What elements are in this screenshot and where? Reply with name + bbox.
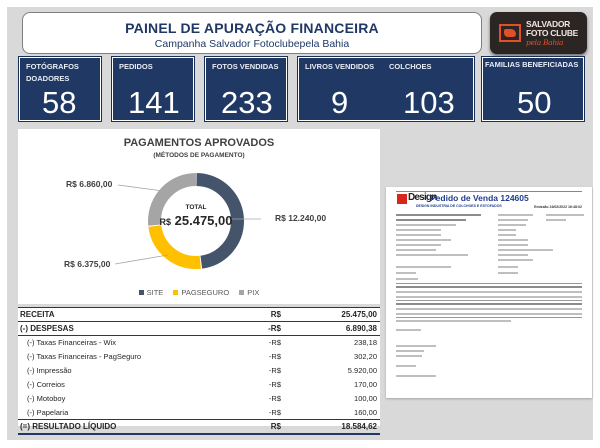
table-row-resultado: (=) RESULTADO LÍQUIDO R$ 18.584,62	[18, 419, 380, 435]
kpi-label: PEDIDOS	[119, 62, 153, 71]
kpi-card-fotografos: FOTÓGRAFOS DOADORES 58	[18, 56, 102, 122]
doc-company: DESIGN INDUSTRIA DE COLCHOES E ESTOFADOS	[416, 204, 502, 208]
kpi-value: 141	[128, 85, 180, 120]
financial-summary: RECEITA R$ 25.475,00 (-) DESPESAS -R$ 6.…	[18, 307, 380, 435]
legend-swatch-pagseguro	[173, 290, 179, 295]
sales-order-document[interactable]: Design Pedido de Venda 124605 DESIGN IND…	[386, 187, 592, 398]
kpi-label: FOTÓGRAFOS DOADORES	[26, 62, 79, 83]
chart-subtitle: (MÉTODOS DE PAGAMENTO)	[153, 152, 245, 159]
salvador-foto-clube-logo: SALVADOR FOTO CLUBE pela Bahia	[490, 12, 587, 54]
bahia-map-film-icon	[498, 24, 521, 42]
page-title: PAINEL DE APURAÇÃO FINANCEIRA	[125, 20, 379, 36]
label-site: R$ 12.240,00	[275, 213, 327, 223]
legend-swatch-pix	[239, 290, 245, 295]
legend-item-pix[interactable]: PIX	[239, 288, 259, 297]
kpi-value-colchoes: 103	[403, 85, 455, 120]
kpi-label: FOTOS VENDIDAS	[212, 62, 279, 71]
chart-legend: SITE PAGSEGURO PIX	[18, 288, 380, 297]
table-row-receita: RECEITA R$ 25.475,00	[18, 307, 380, 322]
legend-item-site[interactable]: SITE	[138, 288, 163, 297]
kpi-card-familias: FAMILIAS BENEFICIADAS 50	[481, 56, 585, 122]
logo-line-2: FOTO CLUBE	[525, 27, 579, 38]
financial-table: RECEITA R$ 25.475,00 (-) DESPESAS -R$ 6.…	[18, 307, 380, 435]
label-pagseguro: R$ 6.375,00	[64, 259, 111, 269]
donut-total-label: TOTAL	[185, 204, 207, 211]
donut-slice-pix[interactable]	[148, 173, 244, 269]
kpi-label-colchoes: COLCHOES	[389, 62, 432, 71]
kpi-value-livros: 9	[331, 85, 349, 120]
table-row: (-) Taxas Financeiras - Wix -R$ 238,18	[27, 338, 377, 348]
leader-lines	[114, 184, 261, 265]
table-row-despesas: (-) DESPESAS -R$ 6.890,38	[18, 321, 380, 336]
page-subtitle: Campanha Salvador Fotoclubepela Bahia	[154, 38, 350, 50]
table-row: (-) Papelaria -R$ 160,00	[27, 407, 377, 417]
kpi-value: 58	[42, 85, 77, 120]
donut-slice-pagseguro[interactable]	[148, 173, 244, 269]
payments-chart-panel: PAGAMENTOS APROVADOS (MÉTODOS DE PAGAMEN…	[18, 129, 380, 304]
doc-issue-date: Emissão 24/02/2022 16:48:02	[534, 205, 582, 209]
doc-title: Pedido de Venda 124605	[430, 193, 529, 203]
kpi-value: 233	[221, 85, 273, 120]
donut-slice-site[interactable]	[148, 173, 244, 269]
table-row: (-) Motoboy -R$ 100,00	[27, 394, 377, 403]
kpi-card-pedidos: PEDIDOS 141	[111, 56, 195, 122]
logo-line-3: pela Bahia	[525, 37, 564, 47]
kpi-card-livros-colchoes: LIVROS VENDIDOS COLCHOES 9 103	[297, 56, 475, 122]
payments-donut-chart	[148, 173, 244, 269]
chart-title: PAGAMENTOS APROVADOS	[123, 137, 275, 149]
table-row: (-) Taxas Financeiras - PagSeguro -R$ 30…	[27, 352, 377, 361]
kpi-label-livros: LIVROS VENDIDOS	[305, 62, 375, 71]
donut-total-value: R$ 25.475,00	[159, 213, 233, 228]
kpi-label: FAMILIAS BENEFICIADAS	[485, 60, 579, 69]
table-row: (-) Correios -R$ 170,00	[27, 380, 377, 389]
table-row: (-) Impressão -R$ 5.920,00	[27, 366, 377, 375]
legend-item-pagseguro[interactable]: PAGSEGURO	[173, 288, 229, 297]
legend-swatch-site	[138, 290, 144, 295]
kpi-value: 50	[517, 85, 552, 120]
dashboard-header: PAINEL DE APURAÇÃO FINANCEIRA Campanha S…	[22, 12, 482, 54]
logo-line-1: SALVADOR	[525, 18, 570, 29]
kpi-card-fotos-vendidas: FOTOS VENDIDAS 233	[204, 56, 288, 122]
label-pix: R$ 6.860,00	[66, 179, 113, 189]
doc-brand: Design	[408, 192, 437, 203]
design-logo-icon	[397, 194, 407, 204]
